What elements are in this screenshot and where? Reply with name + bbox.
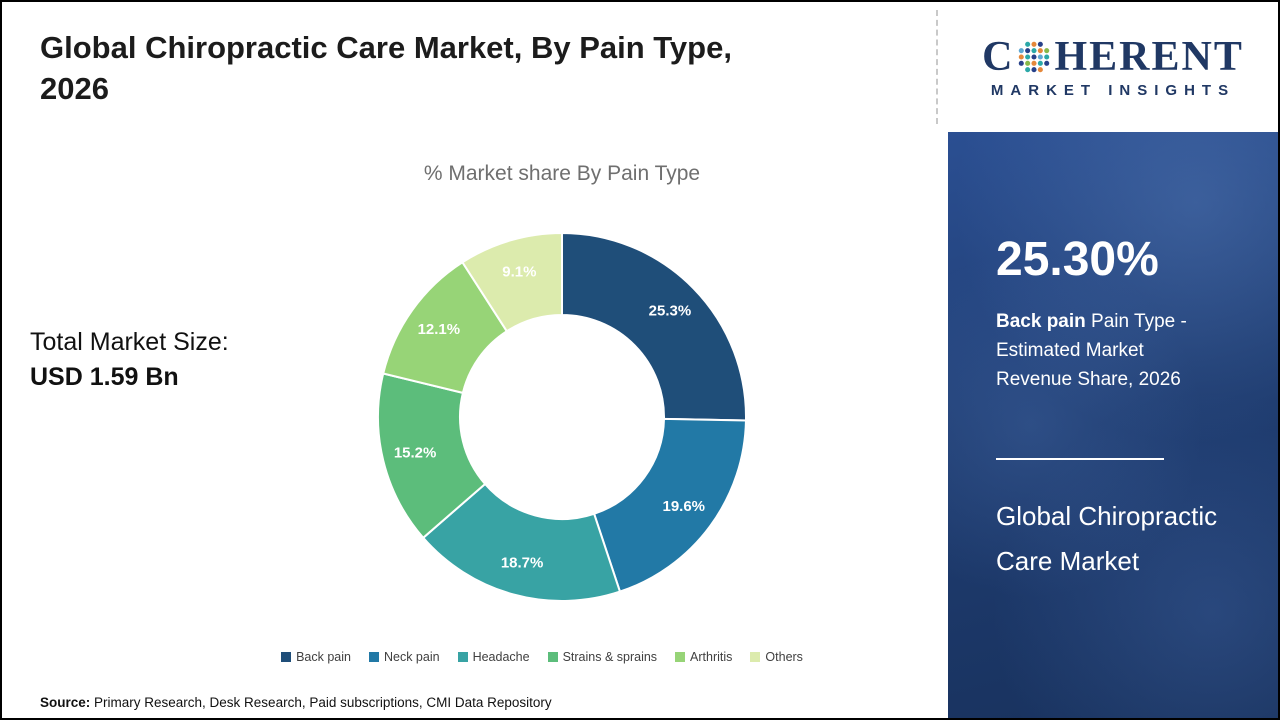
globe-icon xyxy=(1016,39,1052,75)
stat-description-rest: Pain Type - Estimated Market Revenue Sha… xyxy=(996,311,1187,390)
legend-swatch-strains-sprains xyxy=(547,652,558,662)
panel-title: Global Chiropractic Care Market xyxy=(996,501,1218,576)
total-market-size-label: Total Market Size: xyxy=(30,328,229,356)
slice-label-back-pain: 25.3% xyxy=(649,303,692,320)
legend-swatch-headache xyxy=(457,652,468,662)
source-label: Source: xyxy=(40,695,91,710)
legend-swatch-back-pain xyxy=(281,652,292,662)
legend-swatch-neck-pain xyxy=(368,652,379,662)
logo-letters-rest: HERENT xyxy=(1054,33,1244,80)
donut-slice-back-pain xyxy=(561,231,747,422)
page-title-line2: 2026 xyxy=(40,70,109,106)
donut-slice-headache xyxy=(421,482,622,602)
slice-label-headache: 18.7% xyxy=(501,554,544,571)
legend-label-strains-sprains: Strains & sprains xyxy=(562,650,658,664)
slice-label-strains-sprains: 15.2% xyxy=(394,444,437,461)
total-market-size-value: USD 1.59 Bn xyxy=(30,363,179,391)
page-title-line1: Global Chiropractic Care Market, By Pain… xyxy=(40,30,732,65)
logo-tagline: MARKET INSIGHTS xyxy=(990,81,1236,99)
legend-label-arthritis: Arthritis xyxy=(690,650,733,664)
slice-label-neck-pain: 19.6% xyxy=(662,498,705,515)
donut-slice-others xyxy=(461,231,563,333)
legend-item-others: Others xyxy=(750,650,803,664)
legend-swatch-arthritis xyxy=(675,652,686,662)
slice-label-arthritis: 12.1% xyxy=(418,321,461,338)
legend-label-others: Others xyxy=(765,650,803,664)
legend-item-headache: Headache xyxy=(457,650,530,664)
legend-item-neck-pain: Neck pain xyxy=(368,650,440,664)
source-text: Primary Research, Desk Research, Paid su… xyxy=(90,695,552,710)
slice-label-others: 9.1% xyxy=(502,263,536,280)
side-panel: 25.30% Back pain Pain Type - Estimated M… xyxy=(948,132,1278,718)
logo-area: C HERENT MARKET INSIGHTS xyxy=(948,2,1278,132)
page-title: Global Chiropractic Care Market, By Pain… xyxy=(40,28,920,110)
logo-letter-c: C xyxy=(982,33,1015,80)
stat-description-bold: Back pain xyxy=(996,311,1086,332)
legend-item-strains-sprains: Strains & sprains xyxy=(547,650,658,664)
total-market-size: Total Market Size: USD 1.59 Bn xyxy=(30,328,229,392)
chart-legend: Back pain Neck pain Headache Strains & spra… xyxy=(122,650,962,664)
legend-item-arthritis: Arthritis xyxy=(675,650,732,664)
stat-value: 25.30% xyxy=(996,233,1159,286)
legend-label-neck-pain: Neck pain xyxy=(383,650,440,664)
legend-swatch-others xyxy=(750,652,761,662)
donut-chart: 25.3% 19.6% 18.7% 15.2% 12.1% 9.1% xyxy=(377,231,747,602)
legend-item-back-pain: Back pain xyxy=(281,650,351,664)
header-divider xyxy=(936,10,938,124)
chart-title: % Market share By Pain Type xyxy=(423,162,701,185)
source-line: Source: Primary Research, Desk Research,… xyxy=(40,695,552,710)
company-logo: C HERENT xyxy=(982,36,1244,78)
stat-description: Back pain Pain Type - Estimated Market R… xyxy=(996,308,1224,395)
donut-slice-neck-pain xyxy=(592,417,747,593)
panel-divider xyxy=(996,458,1164,460)
legend-label-back-pain: Back pain xyxy=(296,650,351,664)
legend-label-headache: Headache xyxy=(472,650,530,664)
